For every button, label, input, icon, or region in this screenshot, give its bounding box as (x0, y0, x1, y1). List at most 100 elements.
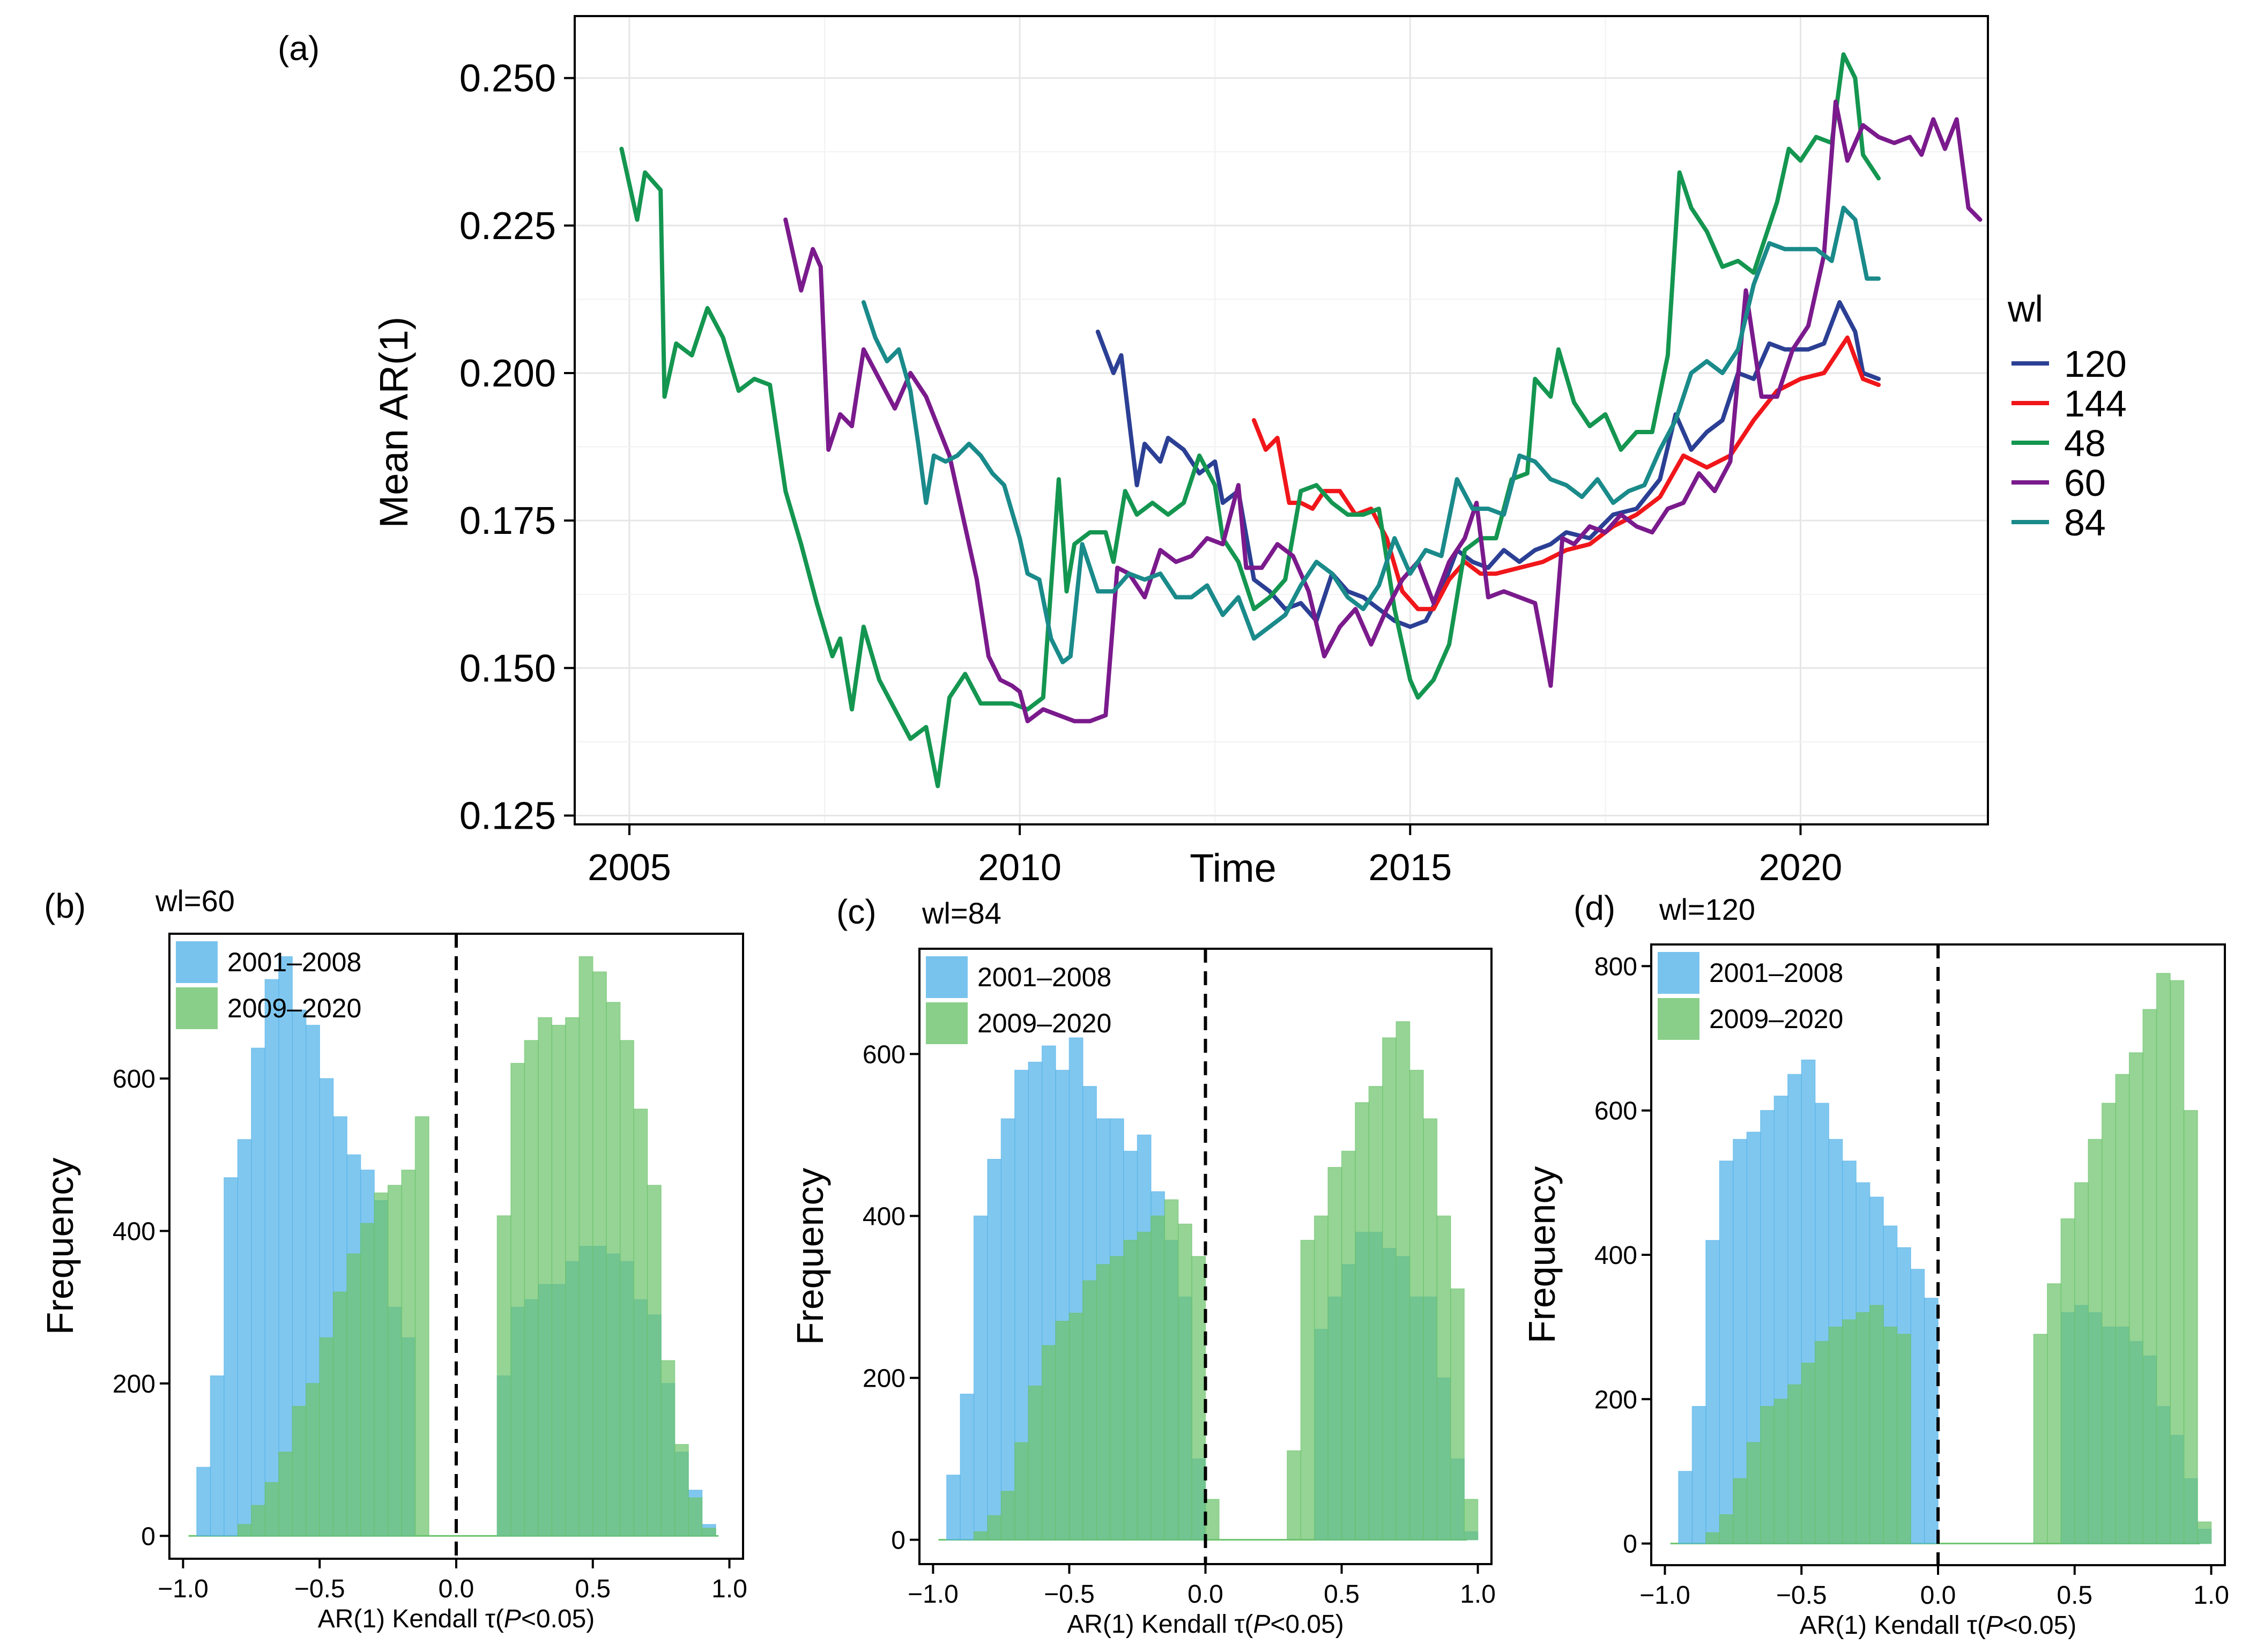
histogram-bar (2115, 1074, 2130, 1544)
x-tick-label: −1.0 (908, 1580, 959, 1609)
line-chart-panel-a: (a) 2005 2010 2015 2020 0.125 0.150 0.175 0.200… (278, 15, 2127, 890)
y-tick-label: 400 (113, 1218, 155, 1246)
histogram-bar (987, 1515, 1002, 1541)
legend-label: 2001–2008 (227, 947, 361, 977)
x-axis-label: AR(1) Kendall τ(P<0.05) (1800, 1611, 2077, 1640)
y-tick-label: 0.225 (459, 205, 556, 248)
panel-title: wl=60 (155, 884, 235, 918)
legend-swatch (926, 1002, 968, 1044)
histogram-bar (1842, 1319, 1857, 1544)
histogram-bar (633, 1108, 648, 1537)
histogram-bar (496, 1215, 511, 1537)
histogram-bar (237, 1139, 252, 1537)
histogram-bar (592, 971, 607, 1537)
y-tick-label: 0.125 (459, 794, 556, 837)
histogram-bar (292, 1405, 307, 1537)
histogram-bar (1151, 1215, 1166, 1541)
histogram-bar (973, 1531, 988, 1541)
x-tick-label: 0.0 (1187, 1580, 1223, 1609)
histogram-bar (1096, 1264, 1111, 1541)
histogram-bar (1368, 1086, 1383, 1541)
x-axis-label-prefix: AR(1) Kendall τ( (1067, 1610, 1253, 1639)
histogram-bar (1705, 1240, 1720, 1544)
histogram-bar (2033, 1334, 2048, 1544)
x-tick-label: 2005 (588, 846, 671, 888)
y-axis-label: Frequency (39, 1158, 81, 1335)
histogram-bar (1327, 1167, 1342, 1541)
legend-label: 2001–2008 (977, 962, 1111, 992)
histogram-bar (1855, 1312, 1871, 1544)
series-line-144 (1252, 335, 1881, 612)
histogram-bar (688, 1497, 703, 1537)
histogram-bar (1082, 1280, 1097, 1541)
histogram-bar (578, 956, 593, 1537)
histogram-series-1 (237, 956, 716, 1537)
histogram-bar (1896, 1334, 1911, 1544)
histogram-bar (510, 1062, 525, 1537)
x-axis-label: Time (1190, 846, 1276, 890)
x-axis-label: AR(1) Kendall τ(P<0.05) (318, 1605, 595, 1633)
axis-ticks: 2005 2010 2015 2020 0.125 0.150 0.175 0.200 0.22… (459, 57, 1843, 888)
histogram-bar (2183, 1110, 2198, 1544)
x-axis-label-italic: P (1253, 1610, 1270, 1639)
x-tick-label: 1.0 (1460, 1580, 1496, 1609)
histogram-bar (1869, 1305, 1884, 1544)
histogram-bar (360, 1223, 375, 1537)
y-tick-label: 600 (113, 1065, 155, 1093)
series-lines (619, 52, 1983, 788)
legend-label: 48 (2064, 422, 2106, 464)
histogram-bar (346, 1253, 361, 1537)
histogram-panel-c: (c) wl=84 −1.0 −0.5 0.0 0.5 1.0 0 200 400 600 AR(… (789, 892, 1496, 1639)
x-axis-label-prefix: AR(1) Kendall τ( (318, 1605, 504, 1633)
series-line-84 (861, 205, 1881, 665)
x-tick-label: −1.0 (158, 1575, 209, 1603)
y-tick-label: 0.200 (459, 352, 556, 395)
histogram-bar (2197, 1521, 2212, 1544)
y-tick-label: 200 (113, 1370, 155, 1398)
histogram-bar (401, 1170, 416, 1537)
y-tick-label: 0.175 (459, 500, 556, 542)
x-tick-label: 1.0 (711, 1575, 747, 1603)
histogram-bar (538, 1017, 553, 1537)
legend-swatch (176, 987, 218, 1029)
histogram-panel-b: (b) wl=60 −1.0 −0.5 0.0 0.5 1.0 0 200 400 600 AR(… (39, 884, 747, 1633)
histogram-bar (2170, 980, 2185, 1544)
x-axis-label-suffix: <0.05) (1270, 1610, 1344, 1639)
histogram-bar (387, 1185, 402, 1537)
histogram-bar (1705, 1532, 1720, 1544)
histogram-bar (1123, 1240, 1138, 1541)
y-tick-label: 0 (891, 1527, 905, 1555)
histogram-bar (264, 979, 279, 1537)
histogram-bar (1382, 1037, 1397, 1541)
legend-label: 2009–2020 (977, 1008, 1111, 1038)
histogram-bar (1355, 1102, 1370, 1541)
legend-label: 120 (2064, 343, 2127, 385)
histogram-bar (1436, 1215, 1451, 1541)
x-axis-label-italic: P (1986, 1611, 2003, 1640)
panel-label-b: (b) (44, 887, 86, 925)
plot-frame (574, 15, 1989, 825)
histogram-bar (278, 1452, 293, 1537)
histogram-bar (701, 1528, 716, 1537)
histogram-bar (1773, 1398, 1788, 1544)
panel-label-d: (d) (1573, 889, 1615, 927)
x-tick-label: 1.0 (2193, 1581, 2229, 1610)
grid (575, 16, 1988, 824)
histogram-series-1 (973, 1021, 1479, 1541)
histogram-bar (414, 1116, 429, 1537)
histogram-bar (2156, 973, 2171, 1544)
histogram-bar (1396, 1021, 1411, 1541)
x-tick-label: 2010 (978, 846, 1062, 888)
histogram-bar (1760, 1406, 1775, 1544)
x-tick-label: −0.5 (294, 1575, 345, 1603)
histogram-bar (2128, 1052, 2143, 1544)
histogram-bar (374, 1192, 389, 1537)
histogram-bar (1828, 1326, 1843, 1544)
histogram-bar (1000, 1491, 1015, 1541)
legend-label: 2001–2008 (1709, 958, 1843, 988)
histogram-bar (524, 1040, 539, 1537)
x-tick-label: 0.0 (439, 1575, 474, 1603)
histogram-bar (1719, 1514, 1734, 1544)
x-tick-label: 0.5 (575, 1575, 611, 1603)
